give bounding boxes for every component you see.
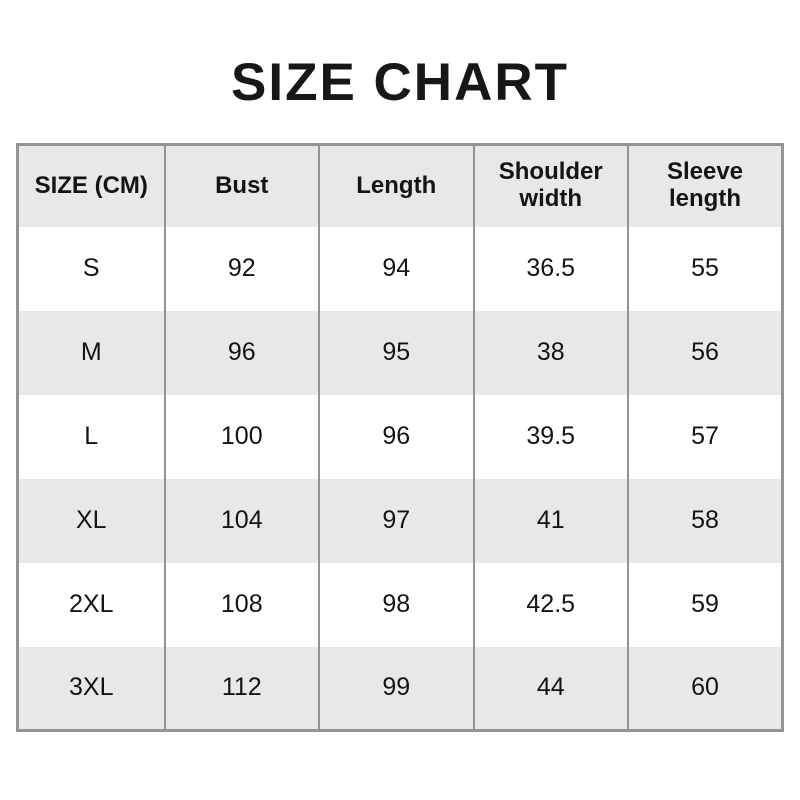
length-value: 96: [318, 394, 474, 479]
shoulder-width-value: 36.5: [472, 226, 628, 311]
sleeve-length-value: 57: [627, 394, 783, 479]
size-label: 3XL: [17, 646, 165, 731]
column-header-sleeve-length: Sleeve length: [627, 144, 783, 227]
size-label: M: [17, 310, 165, 395]
shoulder-width-value: 38: [472, 310, 628, 395]
sleeve-length-value: 56: [627, 310, 783, 395]
column-header-size: SIZE (CM): [17, 144, 165, 227]
bust-value: 92: [163, 226, 319, 311]
table-row-m: M 96 95 38 56: [17, 310, 783, 395]
bust-value: 96: [163, 310, 319, 395]
length-value: 95: [318, 310, 474, 395]
bust-value: 112: [163, 646, 319, 731]
sleeve-length-value: 55: [627, 226, 783, 311]
shoulder-width-value: 42.5: [472, 562, 628, 647]
page-title: SIZE CHART: [231, 53, 569, 112]
table-row-l: L 100 96 39.5 57: [17, 394, 783, 479]
size-label: S: [17, 226, 165, 311]
size-label: XL: [17, 478, 165, 563]
header-row: SIZE (CM) Bust Length Shoulder width Sle…: [17, 144, 783, 227]
shoulder-width-value: 44: [472, 646, 628, 731]
column-header-length: Length: [318, 144, 474, 227]
table-row-xl: XL 104 97 41 58: [17, 478, 783, 563]
bust-value: 100: [163, 394, 319, 479]
size-table-header: SIZE (CM) Bust Length Shoulder width Sle…: [17, 144, 783, 227]
length-value: 94: [318, 226, 474, 311]
shoulder-width-value: 41: [472, 478, 628, 563]
table-row-2xl: 2XL 108 98 42.5 59: [17, 562, 783, 647]
length-value: 97: [318, 478, 474, 563]
length-value: 99: [318, 646, 474, 731]
bust-value: 104: [163, 478, 319, 563]
shoulder-width-value: 39.5: [472, 394, 628, 479]
size-table: SIZE (CM) Bust Length Shoulder width Sle…: [16, 143, 784, 732]
column-header-shoulder-width: Shoulder width: [472, 144, 628, 227]
sleeve-length-value: 60: [627, 646, 783, 731]
size-label: L: [17, 394, 165, 479]
bust-value: 108: [163, 562, 319, 647]
sleeve-length-value: 59: [627, 562, 783, 647]
table-row-3xl: 3XL 112 99 44 60: [17, 646, 783, 731]
length-value: 98: [318, 562, 474, 647]
column-header-bust: Bust: [163, 144, 319, 227]
table-row-s: S 92 94 36.5 55: [17, 226, 783, 311]
size-label: 2XL: [17, 562, 165, 647]
sleeve-length-value: 58: [627, 478, 783, 563]
size-table-body: S 92 94 36.5 55 M 96 95 38 56 L 100 96 3…: [17, 226, 783, 731]
